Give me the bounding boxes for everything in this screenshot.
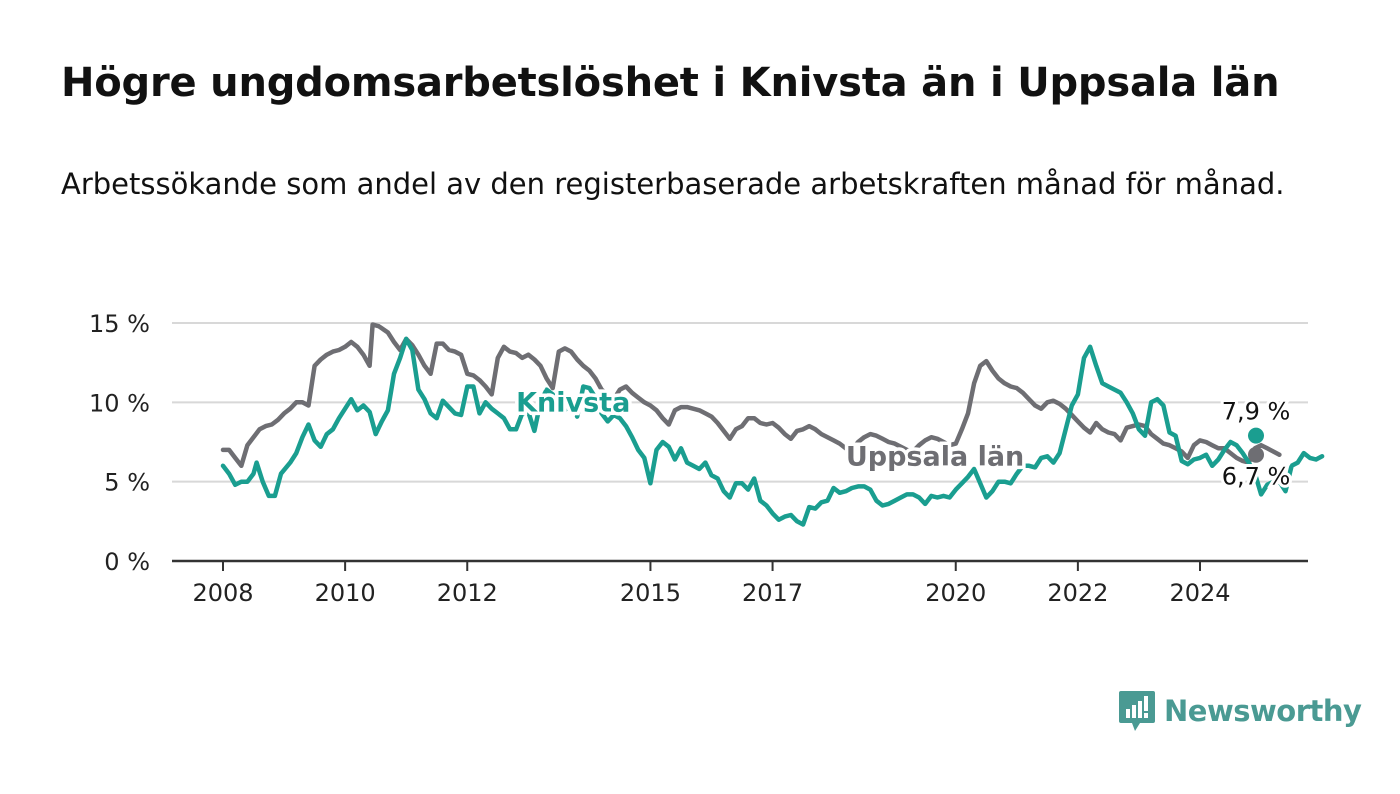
x-tick-label: 2017 xyxy=(742,579,803,607)
chart-subtitle: Arbetssökande som andel av den registerb… xyxy=(61,167,1285,201)
series-layer xyxy=(220,322,1325,527)
x-tick-label: 2024 xyxy=(1169,579,1230,607)
x-tick-label: 2022 xyxy=(1047,579,1108,607)
newsworthy-logo[interactable]: Newsworthy xyxy=(1118,689,1362,733)
x-tick-label: 2010 xyxy=(315,579,376,607)
end-marker-knivsta xyxy=(1248,427,1264,444)
y-tick-label: 15 % xyxy=(89,310,150,338)
y-tick-label: 10 % xyxy=(89,389,150,417)
label-layer: 6,7 % 7,9 % Knivsta Uppsala län xyxy=(513,384,1294,494)
newsworthy-logo-text: Newsworthy xyxy=(1164,694,1362,728)
x-tick-label: 2015 xyxy=(620,579,681,607)
series-line-uppsala-län xyxy=(220,322,1282,469)
y-tick-label: 0 % xyxy=(104,548,150,576)
y-tick-label: 5 % xyxy=(104,469,150,497)
x-tick-label: 2008 xyxy=(192,579,253,607)
end-value-label: 7,9 % xyxy=(1222,398,1291,426)
series-label-uppsala-län: Uppsala län xyxy=(846,441,1024,472)
series-line-knivsta xyxy=(220,336,1325,527)
x-tick-label: 2012 xyxy=(437,579,498,607)
end-value-label: 6,7 % xyxy=(1222,463,1291,491)
chart-title: Högre ungdomsarbetslöshet i Knivsta än i… xyxy=(61,60,1280,106)
series-label-knivsta: Knivsta xyxy=(516,387,630,418)
end-marker-uppsala-län xyxy=(1248,446,1264,463)
axis-layer: 0 % 5 % 10 % 15 % 2008 2010 2012 2015 2017 2020 20… xyxy=(89,310,1308,607)
newsworthy-logo-icon xyxy=(1119,691,1155,731)
x-tick-label: 2020 xyxy=(925,579,986,607)
